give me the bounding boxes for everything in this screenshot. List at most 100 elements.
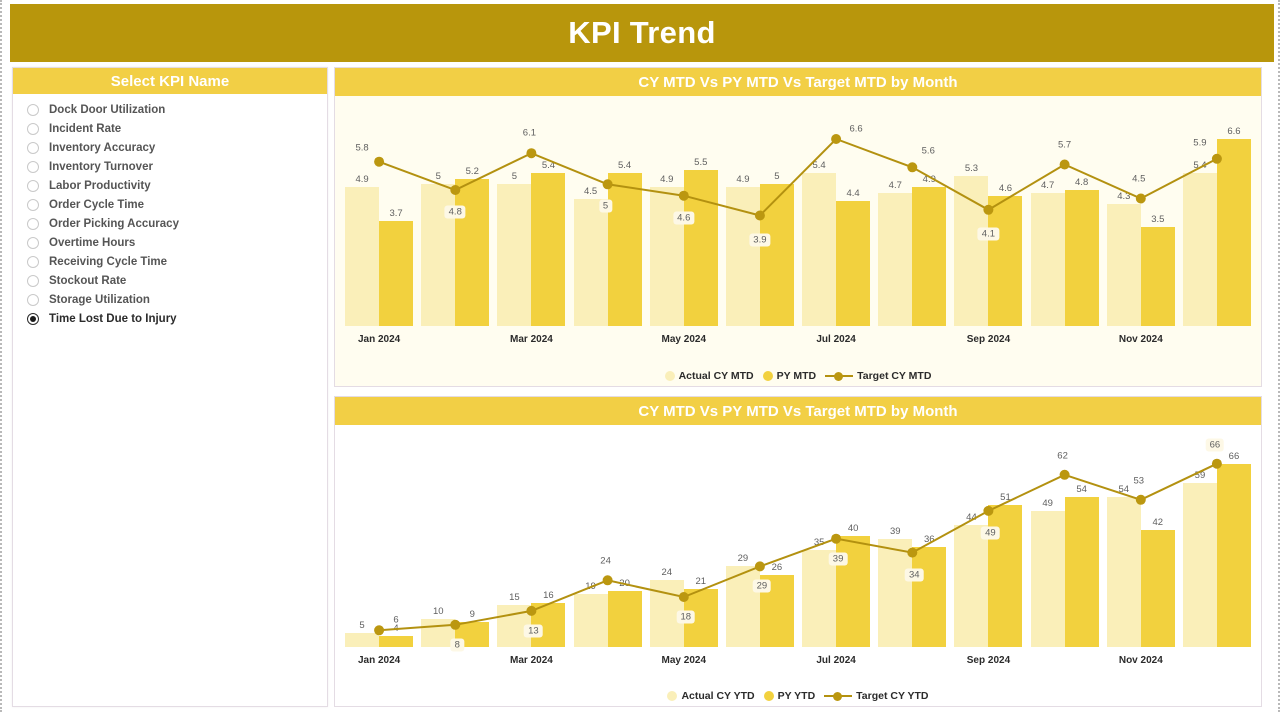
- x-axis-tick: [722, 649, 798, 673]
- bar-actual[interactable]: 5: [497, 171, 532, 326]
- chart-header-mtd: CY MTD Vs PY MTD Vs Target MTD by Month: [335, 68, 1261, 96]
- bar-group: 29 26: [722, 425, 798, 647]
- kpi-radio-group[interactable]: Dock Door Utilization Incident Rate Invent…: [13, 94, 327, 328]
- bar-value-label: 20: [619, 578, 630, 590]
- bar-py[interactable]: 5: [759, 171, 794, 326]
- legend-item-py-ytd[interactable]: PY YTD: [763, 690, 815, 702]
- radio-button-icon[interactable]: [27, 141, 39, 154]
- radio-button-icon[interactable]: [27, 198, 39, 211]
- kpi-option-order-picking-accuracy[interactable]: Order Picking Accuracy: [27, 214, 327, 233]
- bar-actual[interactable]: 5.3: [954, 163, 989, 326]
- legend-item-actual-cy-ytd[interactable]: Actual CY YTD: [667, 690, 755, 702]
- kpi-option-order-cycle-time[interactable]: Order Cycle Time: [27, 195, 327, 214]
- bar-group: 4.3 3.5: [1103, 96, 1179, 326]
- target-value-label: 3.9: [749, 233, 771, 246]
- bar-value-label: 5: [511, 171, 518, 183]
- radio-button-icon[interactable]: [27, 293, 39, 306]
- bar-actual[interactable]: 49: [1030, 498, 1065, 647]
- bar-py[interactable]: 4: [379, 623, 414, 647]
- bar-py[interactable]: 54: [1064, 484, 1099, 647]
- bar-actual[interactable]: 4.7: [878, 180, 913, 326]
- kpi-slicer-panel: Select KPI Name Dock Door Utilization Inc…: [12, 67, 328, 707]
- bar-value-label: 54: [1118, 484, 1130, 495]
- bar-actual[interactable]: 59: [1182, 470, 1217, 647]
- bar-actual[interactable]: 29: [725, 553, 760, 647]
- bar-actual[interactable]: 4.9: [345, 174, 380, 326]
- bar-py[interactable]: 5.4: [607, 160, 642, 326]
- kpi-option-time-lost-due-to-injury[interactable]: Time Lost Due to Injury: [27, 309, 327, 328]
- target-value-label: 4.1: [977, 227, 1000, 241]
- bar-value-label: 5.4: [617, 160, 632, 171]
- bar-value-label: 5.3: [964, 162, 979, 174]
- bar-actual[interactable]: 5.4: [802, 160, 837, 326]
- bar-py[interactable]: 66: [1216, 451, 1251, 647]
- kpi-option-labor-productivity[interactable]: Labor Productivity: [27, 176, 327, 195]
- bar-py[interactable]: 5.2: [455, 166, 490, 326]
- legend-item-py-mtd[interactable]: PY MTD: [762, 370, 816, 382]
- kpi-option-incident-rate[interactable]: Incident Rate: [27, 119, 327, 138]
- bar-py[interactable]: 3.7: [379, 208, 414, 326]
- bar-actual[interactable]: 54: [1106, 484, 1141, 647]
- bar-actual[interactable]: 4.3: [1106, 191, 1141, 326]
- radio-button-icon[interactable]: [27, 217, 39, 230]
- bar-actual[interactable]: 5.4: [1182, 160, 1217, 326]
- target-value-label: 5.6: [921, 145, 935, 157]
- kpi-option-receiving-cycle-time[interactable]: Receiving Cycle Time: [27, 252, 327, 271]
- bar-py[interactable]: 4.8: [1064, 177, 1099, 326]
- bar-actual[interactable]: 19: [573, 581, 608, 647]
- kpi-option-dock-door-utilization[interactable]: Dock Door Utilization: [27, 100, 327, 119]
- kpi-option-stockout-rate[interactable]: Stockout Rate: [27, 271, 327, 290]
- bar-py[interactable]: 6.6: [1216, 126, 1251, 326]
- legend-mtd[interactable]: Actual CY MTD PY MTD Target CY MTD: [335, 370, 1261, 382]
- legend-item-actual-cy-mtd[interactable]: Actual CY MTD: [664, 370, 754, 382]
- bar-py[interactable]: 36: [912, 534, 947, 647]
- target-value-label: 29: [752, 579, 772, 593]
- bar-group: 35 40: [798, 425, 874, 647]
- bar-actual[interactable]: 44: [954, 512, 989, 647]
- bar-actual[interactable]: 4.7: [1030, 180, 1065, 326]
- target-value-label: 13: [524, 624, 543, 638]
- x-axis-tick: [1027, 649, 1103, 673]
- bar-value-label: 51: [1000, 492, 1011, 504]
- bar-actual[interactable]: 39: [878, 526, 913, 647]
- radio-button-icon[interactable]: [27, 312, 39, 325]
- kpi-slicer-header: Select KPI Name: [13, 68, 327, 94]
- radio-button-icon[interactable]: [27, 255, 39, 268]
- x-axis-tick: [570, 649, 646, 673]
- page-title: KPI Trend: [568, 15, 716, 50]
- bar-py[interactable]: 3.5: [1140, 214, 1175, 326]
- radio-button-icon[interactable]: [27, 160, 39, 173]
- bar-value-label: 5.4: [1193, 160, 1207, 171]
- bar-actual[interactable]: 4.5: [573, 186, 608, 326]
- radio-button-icon[interactable]: [27, 274, 39, 287]
- radio-button-icon[interactable]: [27, 122, 39, 135]
- kpi-option-storage-utilization[interactable]: Storage Utilization: [27, 290, 327, 309]
- radio-button-icon[interactable]: [27, 236, 39, 249]
- kpi-option-label: Inventory Accuracy: [49, 141, 156, 154]
- bar-group: 4.9 5: [722, 96, 798, 326]
- bar-actual[interactable]: 4.9: [649, 174, 684, 326]
- bar-actual[interactable]: 4.9: [725, 174, 760, 326]
- bar-py[interactable]: 5.5: [683, 157, 718, 326]
- kpi-option-label: Incident Rate: [49, 122, 122, 135]
- bar-py[interactable]: 20: [607, 578, 642, 647]
- radio-button-icon[interactable]: [27, 179, 39, 192]
- legend-ytd[interactable]: Actual CY YTD PY YTD Target CY YTD: [335, 690, 1261, 702]
- legend-line-icon-target: [824, 691, 853, 701]
- kpi-option-overtime-hours[interactable]: Overtime Hours: [27, 233, 327, 252]
- radio-button-icon[interactable]: [27, 103, 39, 116]
- legend-item-target-cy-mtd[interactable]: Target CY MTD: [825, 370, 931, 382]
- bar-py[interactable]: 42: [1140, 517, 1175, 647]
- bar-py[interactable]: 5.4: [531, 160, 566, 326]
- bar-actual[interactable]: 5: [345, 620, 380, 647]
- kpi-option-inventory-accuracy[interactable]: Inventory Accuracy: [27, 138, 327, 157]
- target-value-label: 49: [981, 526, 1000, 540]
- bar-py[interactable]: 4.4: [836, 188, 871, 326]
- legend-item-target-cy-ytd[interactable]: Target CY YTD: [824, 690, 929, 702]
- kpi-option-inventory-turnover[interactable]: Inventory Turnover: [27, 157, 327, 176]
- bar-py[interactable]: 4.9: [912, 174, 947, 326]
- x-axis-tick: Jan 2024: [357, 334, 401, 345]
- bar-py[interactable]: 4.6: [988, 183, 1023, 326]
- bar-value-label: 4.7: [888, 179, 902, 191]
